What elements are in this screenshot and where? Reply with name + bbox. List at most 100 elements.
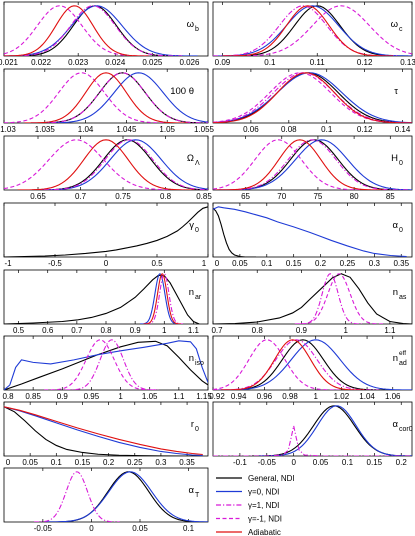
tick-label: 0.8: [2, 392, 14, 401]
panel-label-sub: T: [195, 492, 200, 499]
panel-label: ω: [187, 19, 195, 30]
curve-1-ndi: [4, 72, 173, 123]
tick-label: 0.2: [396, 458, 408, 467]
curve-group: [213, 139, 412, 190]
curve-general-ndi: [4, 274, 200, 324]
tick-label: 0.3: [369, 259, 381, 268]
curve-1-ndi: [294, 273, 384, 324]
curve-0-ndi: [218, 339, 412, 390]
panel-frame: [212, 335, 413, 391]
tick-label: 1.1: [384, 326, 396, 335]
tick-label: 0.1: [51, 458, 63, 467]
panel-label-sub: b: [195, 26, 199, 33]
curve-group: [213, 405, 412, 456]
panel-frame: [212, 68, 413, 124]
tick-label: 0.15: [75, 458, 91, 467]
curve-general-ndi: [4, 206, 208, 257]
tick-label: 0.98: [282, 392, 298, 401]
tick-label: 1: [162, 326, 167, 335]
tick-label: 0.09: [215, 58, 231, 67]
panel-label: n: [189, 353, 194, 364]
curve-adiabatic: [4, 5, 149, 56]
panel-label-sub: Λ: [195, 160, 200, 167]
tick-label: 0.08: [281, 125, 297, 134]
tick-label: 0.13: [400, 58, 415, 67]
curve-0-ndi: [4, 5, 198, 56]
panel-cor0: -0.1 -0.05 0 0.05 0.1 0.15 0.2 α cor0: [212, 401, 413, 467]
curve-group: [213, 339, 412, 390]
curve-0-ndi: [4, 340, 208, 390]
tick-label: 0.75: [115, 192, 131, 201]
tick-label: 0.2: [315, 259, 327, 268]
panel-frame: [3, 467, 209, 523]
tick-label: 0.9: [57, 392, 69, 401]
tick-label: 0.7: [75, 192, 87, 201]
panel-label-sub: 0: [195, 426, 199, 433]
tick-label: 0.8: [252, 326, 264, 335]
curve-general-ndi: [213, 273, 412, 324]
tick-label: 0.8: [160, 192, 172, 201]
curve-1-ndi: [213, 5, 398, 56]
panel-100: 1.03 1.035 1.04 1.045 1.05 1.055 100 θ: [0, 68, 215, 134]
tick-label: 0.1: [321, 125, 333, 134]
tick-label: 0.05: [232, 259, 248, 268]
curve-group: [4, 339, 208, 390]
tick-label: 0.9: [130, 326, 142, 335]
curve-general-ndi: [30, 72, 208, 123]
tick-label: 0.14: [395, 125, 411, 134]
tick-label: 1.045: [116, 125, 137, 134]
panel-nadeff: 0.92 0.94 0.96 0.98 1 1.02 1.04 1.06 n eff ad: [209, 335, 413, 401]
curve-0-ndi: [33, 139, 208, 190]
curve-general-ndi: [226, 5, 409, 56]
tick-label: 0.85: [25, 392, 41, 401]
tick-label: 1.04: [359, 392, 375, 401]
tick-label: 0.9: [296, 326, 308, 335]
curve-group: [4, 5, 198, 56]
tick-label: 0.15: [367, 458, 383, 467]
curve-adiabatic: [215, 139, 384, 190]
panel-nar: 0.5 0.6 0.7 0.8 0.9 1 1.1 n ar: [3, 269, 209, 335]
curve-1-ndi: [4, 5, 183, 56]
panel-0: 0 0.05 0.1 0.15 0.2 0.25 0.3 0.35α 0: [212, 202, 413, 268]
tick-label: 0.5: [151, 259, 163, 268]
curve-group: [4, 273, 200, 324]
panel-: 0.06 0.08 0.1 0.12 0.14 τ: [212, 68, 413, 134]
curve-1-ndi: [213, 139, 371, 190]
tick-label: 85: [386, 192, 395, 201]
curve-group: [213, 5, 412, 56]
curve-0-ndi: [213, 5, 412, 56]
curve-adiabatic: [4, 406, 203, 456]
panel-c: 0.09 0.1 0.11 0.12 0.13 ω c: [212, 1, 415, 67]
tick-label: -0.05: [34, 524, 53, 533]
curve-1-ndi: [4, 139, 186, 190]
tick-label: 0.95: [84, 392, 100, 401]
curve-adiabatic: [24, 72, 188, 123]
tick-label: 0.023: [68, 58, 89, 67]
curve-1-ndi: [44, 339, 157, 390]
curve-0-ndi: [40, 72, 208, 123]
curve-1-ndi: [34, 471, 120, 522]
tick-label: 1.15: [196, 392, 212, 401]
tick-label: 0.6: [42, 326, 54, 335]
tick-label: 0.022: [31, 58, 52, 67]
curve-adiabatic: [222, 5, 394, 56]
curve-0-ndi: [213, 206, 407, 257]
tick-label: -0.05: [258, 458, 277, 467]
panel-label-sub: cor0: [399, 426, 413, 433]
panel-label: α: [393, 419, 399, 430]
curve-1-ndi: [216, 139, 408, 190]
curve-general-ndi: [8, 5, 181, 56]
curve-0-ndi: [259, 405, 412, 456]
curve-1-ndi: [213, 72, 412, 123]
tick-label: 0: [291, 458, 296, 467]
tick-label: 1: [118, 392, 123, 401]
tick-label: 0.025: [142, 58, 163, 67]
curve-general-ndi: [213, 72, 412, 123]
panel-label: 100 θ: [170, 86, 194, 97]
panel-nas: 0.7 0.8 0.9 1 1.1 n as: [211, 269, 413, 335]
panel-r0: 0 0.05 0.1 0.15 0.2 0.25 0.3 0.35r 0: [3, 401, 209, 467]
panel-label: α: [189, 485, 195, 496]
tick-label: 0: [89, 524, 94, 533]
panel-h0: 65 70 75 80 85 H 0: [212, 135, 413, 201]
panel-label-sub: as: [399, 294, 407, 301]
